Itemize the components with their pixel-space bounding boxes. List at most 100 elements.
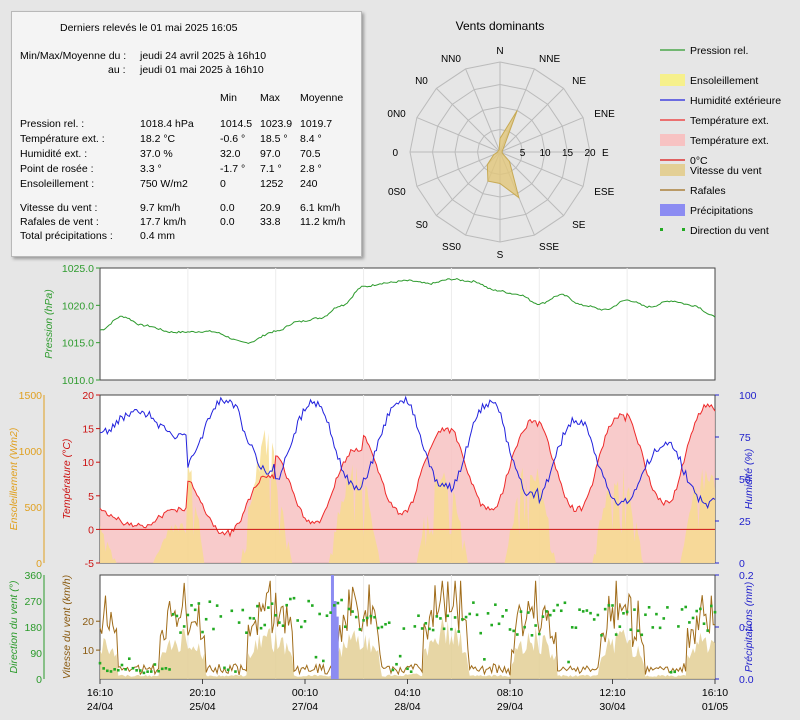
wind-direction-dot <box>442 627 446 631</box>
wind-direction-dot <box>431 628 435 632</box>
wind-direction-dot <box>600 633 603 637</box>
wind-direction-dot <box>699 607 702 611</box>
sun-tick-label: 500 <box>24 502 42 514</box>
wind-direction-dot <box>530 634 534 637</box>
wind-direction-dot <box>633 608 636 611</box>
wind-direction-dot <box>318 612 321 616</box>
wind-direction-dot <box>490 623 493 627</box>
windrose-dir-label: N <box>496 46 503 57</box>
wind-direction-dot <box>303 620 307 623</box>
wind-direction-dot <box>688 621 691 624</box>
wind-direction-dot <box>563 601 567 605</box>
wind-direction-dot <box>146 670 149 673</box>
wind-direction-dot <box>596 613 600 617</box>
legend-swatch <box>660 134 685 146</box>
x-tick-date: 28/04 <box>394 701 420 713</box>
summary-max: 18.5 ° <box>260 133 288 145</box>
wind-direction-dot <box>179 631 182 634</box>
rain-tick-label: 0.1 <box>739 622 754 634</box>
wind-direction-dot <box>578 608 581 611</box>
wind-direction-dot <box>98 661 102 665</box>
wind-direction-dot <box>237 621 241 624</box>
x-tick-time: 12:10 <box>599 687 625 699</box>
legend-swatch <box>660 164 685 176</box>
wind-direction-dot <box>153 663 157 666</box>
wind-direction-dot <box>710 604 713 608</box>
windrose: N NNE NE ENE E ESE SE SSE S SS0 S0 0S0 0 0N0 N0 NN0 5 10 1… <box>387 46 615 261</box>
windrose-dir-label: 0N0 <box>387 109 406 120</box>
windrose-spoke <box>416 117 501 153</box>
wind-direction-dot <box>296 619 299 622</box>
wind-direction-dot <box>402 627 406 630</box>
pressure-line <box>99 278 716 344</box>
summary-value: 37.0 % <box>140 148 173 160</box>
wind-direction-dot <box>607 604 611 607</box>
legend-label: Précipitations <box>690 205 753 217</box>
windrose-dir-label: SS0 <box>442 242 461 253</box>
summary-min: 0 <box>220 178 226 190</box>
rain-axis-label: Précipitations (mm) <box>743 582 755 672</box>
windrose-area <box>486 110 520 199</box>
windrose-dir-label: SSE <box>539 242 559 253</box>
wind-direction-dot <box>193 608 197 612</box>
temp-line <box>99 403 716 538</box>
summary-max: 33.8 <box>260 216 281 228</box>
legend-swatch <box>660 204 685 216</box>
x-tick-date: 27/04 <box>292 701 318 713</box>
wind-direction-dot <box>658 626 662 630</box>
windrose-spoke <box>465 68 501 153</box>
wind-direction-dot <box>171 613 175 616</box>
wind-speed-area <box>100 617 715 679</box>
windrose-dir-label: NNE <box>539 54 560 65</box>
wind-direction-dot <box>548 613 552 617</box>
summary-label: Température ext. : <box>20 133 105 145</box>
wind-direction-dot <box>464 615 468 619</box>
x-tick-date: 25/04 <box>189 701 215 713</box>
wind-direction-dot <box>684 605 688 609</box>
wind-direction-dot <box>292 596 296 600</box>
wind-direction-dot <box>622 611 625 615</box>
wind-direction-dot <box>387 621 391 625</box>
wind-direction-dot <box>673 670 677 674</box>
wind-direction-dot <box>234 670 237 673</box>
wind-direction-dot <box>120 663 124 667</box>
windrose-dir-label: ENE <box>594 109 615 120</box>
wind-direction-dot <box>197 602 201 605</box>
wind-direction-dot <box>142 671 146 675</box>
wind-direction-dot <box>505 609 508 612</box>
speed-axis-label: Vitesse du vent (km/h) <box>61 575 73 679</box>
sun-tick-label: 1000 <box>19 446 43 458</box>
wind-direction-dot <box>424 622 428 625</box>
humidity-tick-label: 25 <box>739 516 751 528</box>
x-tick-time: 16:10 <box>702 687 728 699</box>
wind-direction-dot <box>252 617 256 620</box>
wind-direction-dot <box>186 613 190 617</box>
wind-direction-dot <box>666 606 669 609</box>
period-label-from: Min/Max/Moyenne du : <box>20 50 127 62</box>
wind-direction-dot <box>508 628 512 631</box>
summary-avg: 6.1 km/h <box>300 202 341 214</box>
humidity-tick-label: 0 <box>739 558 745 570</box>
wind-direction-dot <box>336 601 340 605</box>
wind-direction-dot <box>164 666 168 670</box>
wind-direction-dot <box>640 633 644 637</box>
sun-tick-label: 1500 <box>19 390 43 402</box>
summary-max: 7.1 ° <box>260 163 282 175</box>
speed-tick-label: 10 <box>82 645 94 657</box>
direction-tick-label: 90 <box>30 648 42 660</box>
wind-direction-dot <box>358 628 362 631</box>
summary-max: 1252 <box>260 178 284 190</box>
wind-direction-dot <box>340 598 343 602</box>
humidity-tick-label: 100 <box>739 390 757 402</box>
windrose-dir-label: NN0 <box>441 54 461 65</box>
wind-direction-dot <box>157 669 160 673</box>
wind-direction-dot <box>527 611 530 614</box>
wind-direction-dot <box>182 625 186 628</box>
legend-swatch <box>660 228 663 231</box>
wind-direction-dot <box>354 615 358 619</box>
wind-direction-dot <box>651 626 655 629</box>
temp-tick-label: 5 <box>88 491 94 503</box>
wind-direction-dot <box>523 625 526 629</box>
